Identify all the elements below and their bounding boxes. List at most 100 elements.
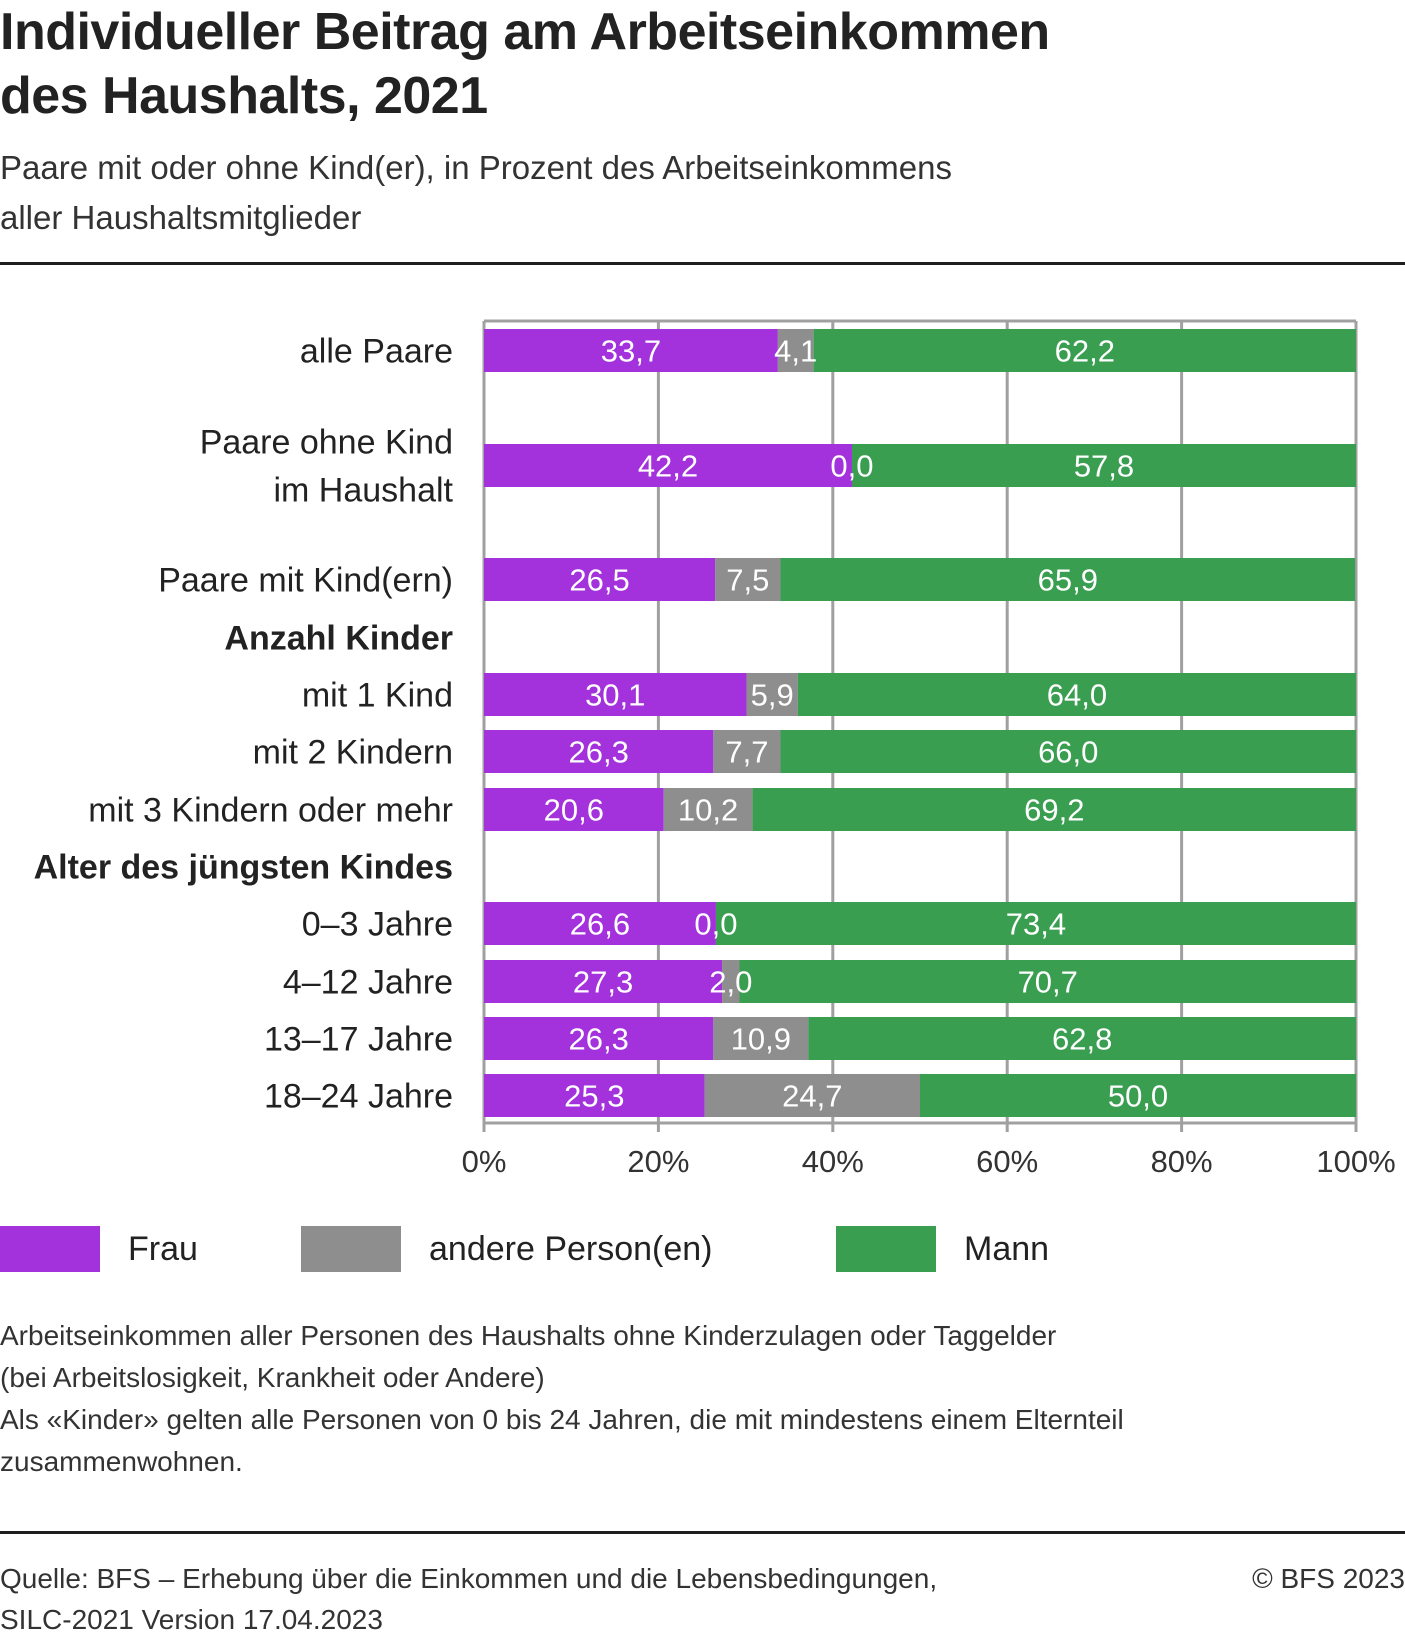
footnote-line: Als «Kinder» gelten alle Personen von 0 … [0,1404,1124,1435]
legend-swatch-andere [301,1226,401,1272]
data-label: 64,0 [1047,678,1107,713]
bar-segment-frau [484,329,778,372]
bars: 33,7 4,1 62,2 42,2 0,0 57,8 26,5 7,5 65,9 30,1 5,9… [484,329,1356,1117]
chart-title-line2: des Haushalts, 2021 [0,67,488,125]
bar-segment-mann [851,444,1356,487]
bar-segment-frau [484,730,714,773]
category-label: Paare mit Kind(ern) [158,562,453,600]
category-label: alle Paare [300,333,453,371]
gridlines [482,319,1358,1132]
data-label: 26,5 [569,563,629,598]
source-line1: Quelle: BFS – Erhebung über die Einkomme… [0,1563,938,1594]
header-divider [0,262,1405,265]
chart-subtitle: Paare mit oder ohne Kind(er), in Prozent… [0,143,1300,243]
legend-item-mann: Mann [836,1226,1049,1272]
data-label: 57,8 [1074,449,1134,484]
data-label: 24,7 [782,1079,842,1114]
data-label: 7,7 [725,735,768,770]
category-label: Paare ohne Kind [200,424,453,462]
bar-segment-mann [780,558,1356,601]
data-label: 26,6 [570,907,630,942]
source-line2: SILC-2021 Version 17.04.2023 [0,1604,383,1635]
bar-segment-frau [484,1017,714,1060]
copyright: © BFS 2023 [1252,1563,1405,1594]
bar-segment-mann [813,329,1356,372]
bar-segment-mann [920,1074,1356,1117]
data-label: 5,9 [751,678,794,713]
bar-segment-mann [808,1017,1356,1060]
legend-item-andere: andere Person(en) [301,1226,713,1272]
bar-segment-frau [484,1074,705,1117]
bar-segment-andere [722,960,740,1003]
chart-subtitle-line1: Paare mit oder ohne Kind(er), in Prozent… [0,149,952,186]
x-tick-label: 60% [976,1144,1038,1179]
chart-title: Individueller Beitrag am Arbeitseinkomme… [0,0,1300,128]
legend-label-frau: Frau [128,1229,198,1268]
bar-segment-frau [484,902,716,945]
footer-divider [0,1531,1405,1534]
category-label: 18–24 Jahre [264,1078,453,1116]
data-label: 50,0 [1108,1079,1168,1114]
legend-swatch-mann [836,1226,936,1272]
bar-segment-andere [663,788,753,831]
data-label: 62,8 [1052,1022,1112,1057]
data-label: 7,5 [726,563,769,598]
data-label: 20,6 [544,793,604,828]
bar-segment-frau [484,960,723,1003]
data-label: 69,2 [1024,793,1084,828]
data-label: 66,0 [1038,735,1098,770]
x-axis: 0% 20% 40% 60% 80% 100% [462,1121,1396,1179]
data-label: 42,2 [638,449,698,484]
data-label: 25,3 [564,1079,624,1114]
data-label: 65,9 [1038,563,1098,598]
data-label: 2,0 [709,965,752,1000]
data-label: 73,4 [1006,907,1066,942]
category-labels: alle Paare Paare ohne Kind im Haushalt Paar… [34,333,454,1116]
data-label: 0,0 [694,907,737,942]
group-heading: Anzahl Kinder [224,620,453,658]
category-label: mit 1 Kind [302,677,453,715]
legend-item-frau: Frau [0,1226,198,1272]
data-label: 27,3 [573,965,633,1000]
x-tick-label: 100% [1316,1144,1395,1179]
data-label: 10,2 [678,793,738,828]
source-note: Quelle: BFS – Erhebung über die Einkomme… [0,1558,1180,1640]
data-label: 26,3 [568,735,628,770]
stacked-bar-chart: 33,7 4,1 62,2 42,2 0,0 57,8 26,5 7,5 65,9 30,1 5,9… [34,319,1396,1179]
legend: Frau andere Person(en) Mann [0,1226,1405,1272]
category-label: 0–3 Jahre [302,906,453,944]
footnotes: Arbeitseinkommen aller Personen des Haus… [0,1315,1380,1483]
group-heading: Alter des jüngsten Kindes [34,849,453,887]
bar-segment-andere [704,1074,920,1117]
x-tick-label: 20% [627,1144,689,1179]
bar-segment-mann [739,960,1356,1003]
footnote-line: (bei Arbeitslosigkeit, Krankheit oder An… [0,1362,545,1393]
bar-segment-andere [713,1017,809,1060]
bar-segment-mann [797,673,1356,716]
footnote-line: Arbeitseinkommen aller Personen des Haus… [0,1320,1057,1351]
bar-segment-frau [484,444,852,487]
x-tick-label: 40% [802,1144,864,1179]
x-tick-label: 0% [462,1144,507,1179]
bar-segment-frau [484,558,716,601]
data-label: 10,9 [731,1022,791,1057]
bar-segment-andere [777,329,814,372]
chart-subtitle-line2: aller Haushaltsmitglieder [0,199,362,236]
legend-label-andere: andere Person(en) [429,1229,713,1268]
bar-segment-mann [715,902,1356,945]
bar-segment-andere [746,673,798,716]
category-label: 4–12 Jahre [283,964,453,1002]
data-label: 33,7 [601,334,661,369]
bar-segment-mann [780,730,1356,773]
data-label: 30,1 [585,678,645,713]
x-tick-label: 80% [1151,1144,1213,1179]
category-label: mit 2 Kindern [253,734,453,772]
bar-segment-andere [715,558,781,601]
data-label: 70,7 [1018,965,1078,1000]
data-label: 0,0 [830,449,873,484]
data-label: 62,2 [1055,334,1115,369]
data-label: 4,1 [774,334,817,369]
bar-segment-frau [484,673,747,716]
bar-segment-frau [484,788,664,831]
category-label: 13–17 Jahre [264,1021,453,1059]
